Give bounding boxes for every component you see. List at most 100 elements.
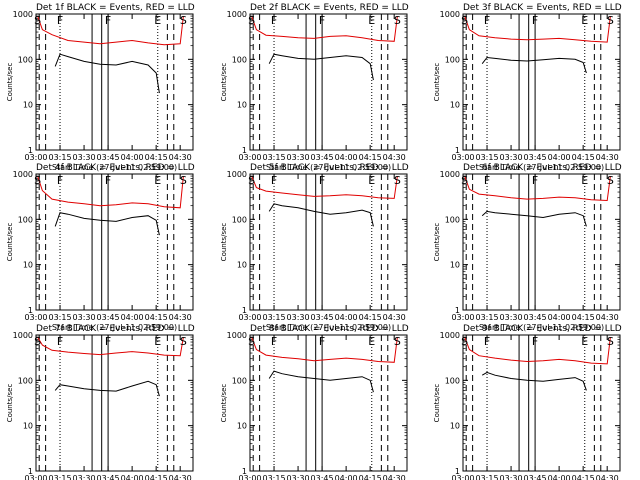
events-series-line	[268, 203, 374, 227]
lld-series-line	[251, 175, 398, 199]
x-tick-label: 04:30	[383, 313, 406, 322]
x-tick-label: 04:15	[359, 153, 382, 162]
x-tick-label: 03:45	[311, 474, 334, 480]
y-tick-label: 100	[18, 215, 33, 224]
y-tick-label: 100	[445, 215, 460, 224]
plot-frame	[35, 173, 194, 311]
marker-label: S	[607, 335, 614, 348]
marker-label: E	[581, 174, 588, 187]
y-tick-label: 1000	[227, 331, 247, 340]
plot-frame	[35, 334, 194, 472]
marker-label: E	[154, 174, 161, 187]
y-tick-label: 1000	[440, 170, 460, 179]
lld-series-line	[37, 15, 184, 46]
y-tick-label: 10	[450, 261, 460, 270]
y-tick-label: 1	[242, 467, 247, 476]
marker-label: F	[484, 335, 490, 348]
y-axis-label: Counts/sec	[6, 384, 14, 423]
panel-det-4: Det 4f BLACK = Events, RED = LLD 1 10 100 10…	[6, 163, 195, 332]
marker-label: F	[105, 14, 111, 27]
x-tick-label: 03:15	[262, 153, 285, 162]
panel-title: Det 8f BLACK = Events, RED = LLD	[250, 324, 409, 334]
x-tick-label: 04:15	[572, 474, 595, 480]
x-tick-label: 04:30	[169, 474, 192, 480]
marker-label: F	[484, 14, 490, 27]
x-tick-label: 03:00	[451, 313, 474, 322]
plot-frame	[249, 173, 408, 311]
marker-label: F	[57, 174, 63, 187]
panel-det-5: Det 5f BLACK = Events, RED = LLD 1 10 100 10…	[220, 163, 409, 332]
x-tick-label: 03:15	[262, 474, 285, 480]
marker-label: F	[319, 335, 325, 348]
x-tick-label: 03:00	[24, 313, 47, 322]
x-tick-label: 03:30	[287, 313, 310, 322]
marker-label: S	[607, 14, 614, 27]
marker-label: S	[394, 174, 401, 187]
x-tick-label: 03:30	[287, 474, 310, 480]
marker-label: S	[461, 335, 468, 348]
y-tick-label: 100	[445, 55, 460, 64]
x-tick-label: 03:00	[24, 153, 47, 162]
x-tick-label: 03:15	[475, 474, 498, 480]
y-tick-label: 10	[237, 422, 247, 431]
x-tick-label: 04:15	[359, 313, 382, 322]
marker-label: S	[248, 174, 255, 187]
x-tick-label: 04:15	[359, 474, 382, 480]
x-tick-label: 04:30	[596, 153, 619, 162]
x-tick-label: 03:45	[97, 153, 120, 162]
y-tick-label: 1	[455, 146, 460, 155]
marker-label: F	[271, 174, 277, 187]
panel-title: Det 7f BLACK = Events, RED = LLD	[36, 324, 195, 334]
x-tick-label: 03:15	[48, 474, 71, 480]
events-series-line	[54, 380, 160, 397]
marker-label: S	[394, 335, 401, 348]
x-tick-label: 03:15	[475, 153, 498, 162]
y-tick-label: 1000	[13, 170, 33, 179]
x-tick-label: 04:00	[548, 313, 571, 322]
marker-label: E	[154, 14, 161, 27]
events-series-line	[481, 210, 587, 227]
lld-series-line	[251, 15, 398, 42]
panel-det-2: Det 2f BLACK = Events, RED = LLD 1 10 100 10…	[220, 3, 409, 172]
marker-label: E	[154, 335, 161, 348]
x-axis-label: Start Time (27-Jul-11 02:59:00)	[266, 323, 391, 332]
marker-label: F	[105, 335, 111, 348]
panel-title: Det 1f BLACK = Events, RED = LLD	[36, 3, 195, 13]
plot-frame	[462, 334, 621, 472]
y-tick-label: 1	[242, 306, 247, 315]
panel-title: Det 9f BLACK = Events, RED = LLD	[463, 324, 622, 334]
x-tick-label: 03:45	[524, 313, 547, 322]
marker-label: S	[394, 14, 401, 27]
panel-det-6: Det 6f BLACK = Events, RED = LLD 1 10 100 10…	[433, 163, 622, 332]
y-tick-label: 1	[455, 467, 460, 476]
y-axis-label: Counts/sec	[6, 223, 14, 262]
y-axis-label: Counts/sec	[220, 384, 228, 423]
x-tick-label: 03:15	[48, 153, 71, 162]
marker-label: S	[607, 174, 614, 187]
y-tick-label: 10	[237, 101, 247, 110]
x-tick-label: 04:00	[121, 153, 144, 162]
y-tick-label: 100	[18, 376, 33, 385]
y-tick-label: 1	[28, 467, 33, 476]
y-axis-label: Counts/sec	[433, 63, 441, 102]
events-series-line	[268, 370, 374, 393]
x-tick-label: 03:30	[500, 313, 523, 322]
x-axis-label: Start Time (27-Jul-11 02:59:00)	[52, 323, 177, 332]
x-axis-label: Start Time (27-Jul-11 02:59:00)	[266, 163, 391, 172]
marker-label: E	[368, 335, 375, 348]
x-tick-label: 03:00	[451, 153, 474, 162]
marker-label: S	[461, 14, 468, 27]
panel-title: Det 3f BLACK = Events, RED = LLD	[463, 3, 622, 13]
y-tick-label: 10	[237, 261, 247, 270]
y-tick-label: 10	[23, 422, 33, 431]
marker-label: S	[34, 14, 41, 27]
x-tick-label: 03:45	[97, 474, 120, 480]
x-tick-label: 04:00	[335, 313, 358, 322]
events-series-line	[54, 212, 160, 236]
y-tick-label: 1	[242, 146, 247, 155]
x-tick-label: 03:30	[73, 474, 96, 480]
marker-label: S	[180, 174, 187, 187]
y-tick-label: 1000	[227, 10, 247, 19]
x-tick-label: 03:45	[524, 474, 547, 480]
